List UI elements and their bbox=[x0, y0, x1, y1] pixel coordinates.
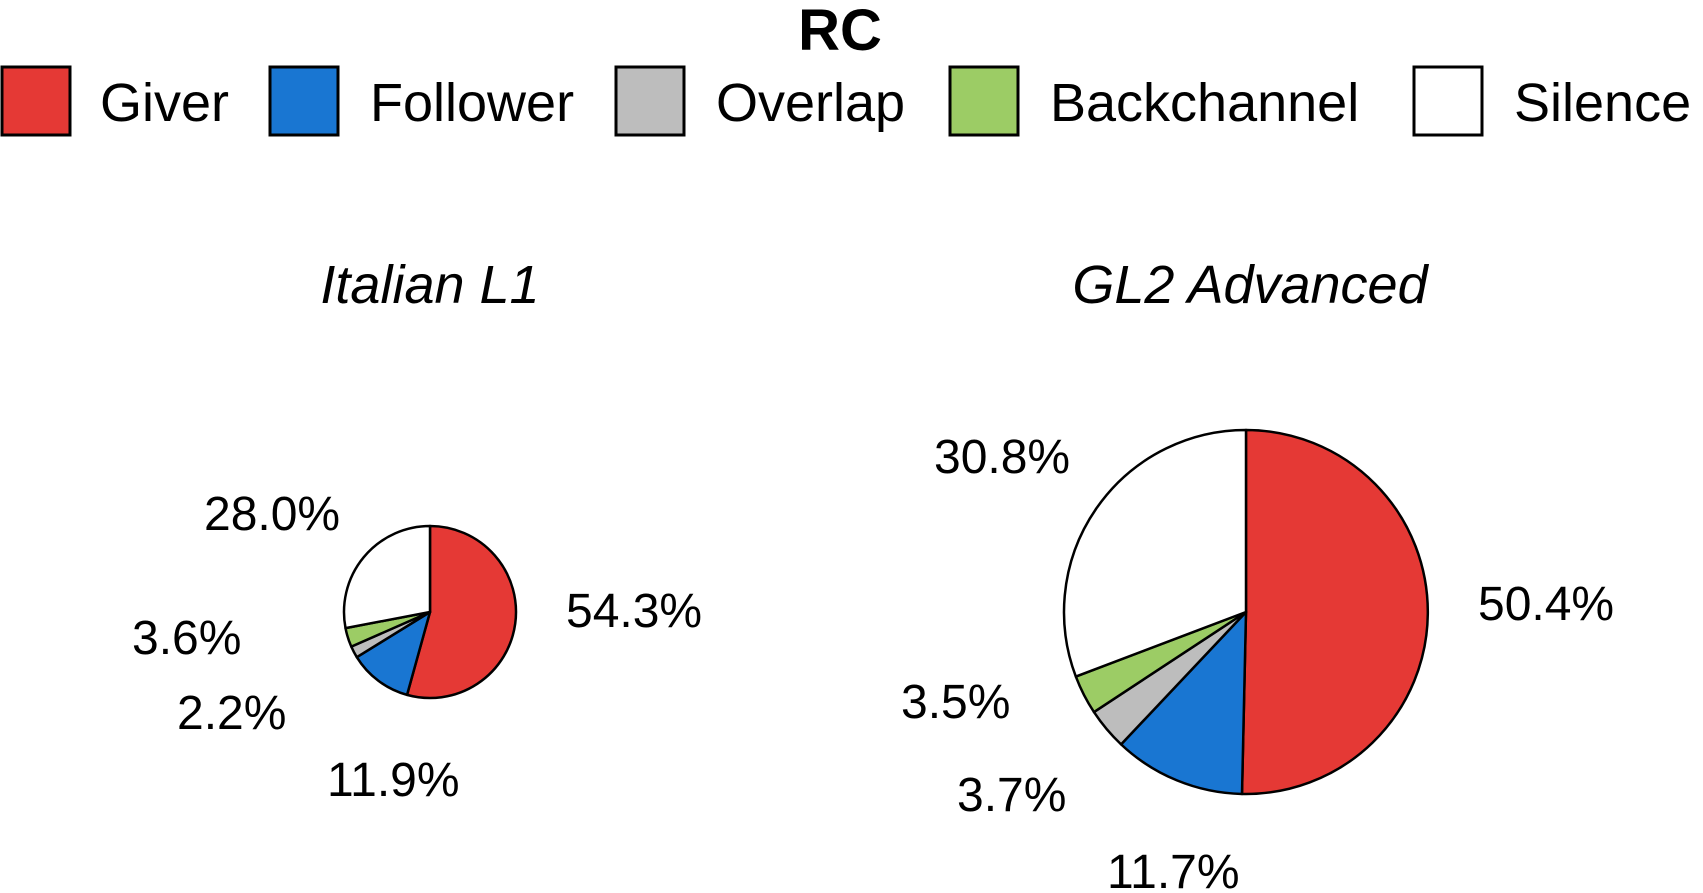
slice-follower bbox=[1119, 610, 1248, 796]
label-backchannel: 3.5% bbox=[901, 676, 1010, 729]
slice-giver bbox=[405, 524, 518, 700]
legend-label-giver: Giver bbox=[100, 73, 229, 133]
legend-swatch-backchannel bbox=[948, 65, 1020, 137]
legend-swatch-overlap bbox=[614, 65, 686, 137]
pie-italian-l1: 54.3% 11.9% 2.2% 3.6% 28.0% bbox=[132, 488, 702, 807]
legend-item-backchannel: Backchannel bbox=[948, 65, 1359, 137]
slice-silence bbox=[342, 524, 432, 630]
label-giver: 50.4% bbox=[1478, 578, 1614, 631]
label-follower: 11.9% bbox=[327, 754, 460, 807]
subtitle-italian-l1: Italian L1 bbox=[320, 255, 539, 315]
label-backchannel: 3.6% bbox=[132, 612, 241, 665]
legend-label-backchannel: Backchannel bbox=[1050, 73, 1359, 133]
slice-silence bbox=[1062, 428, 1248, 678]
legend-item-overlap: Overlap bbox=[614, 65, 905, 137]
label-giver: 54.3% bbox=[566, 585, 702, 638]
chart-title: RC bbox=[798, 0, 882, 63]
legend-item-follower: Follower bbox=[268, 65, 574, 137]
legend-item-silence: Silence bbox=[1412, 65, 1691, 137]
label-silence: 30.8% bbox=[934, 431, 1070, 484]
legend-label-silence: Silence bbox=[1514, 73, 1691, 133]
legend-swatch-follower bbox=[268, 65, 340, 137]
legend-label-follower: Follower bbox=[370, 73, 574, 133]
legend-label-overlap: Overlap bbox=[716, 73, 905, 133]
legend: Giver Follower Overlap Backchannel Silen… bbox=[0, 65, 1691, 137]
label-silence: 28.0% bbox=[204, 488, 340, 541]
label-overlap: 3.7% bbox=[957, 769, 1066, 822]
label-follower: 11.7% bbox=[1107, 846, 1240, 893]
legend-swatch-silence bbox=[1412, 65, 1484, 137]
label-overlap: 2.2% bbox=[177, 687, 286, 740]
slice-giver bbox=[1240, 428, 1430, 796]
legend-item-giver: Giver bbox=[0, 65, 229, 137]
legend-swatch-giver bbox=[0, 65, 72, 137]
subtitle-gl2-advanced: GL2 Advanced bbox=[1072, 255, 1429, 315]
pie-gl2-advanced: 50.4% 11.7% 3.7% 3.5% 30.8% bbox=[901, 428, 1614, 893]
